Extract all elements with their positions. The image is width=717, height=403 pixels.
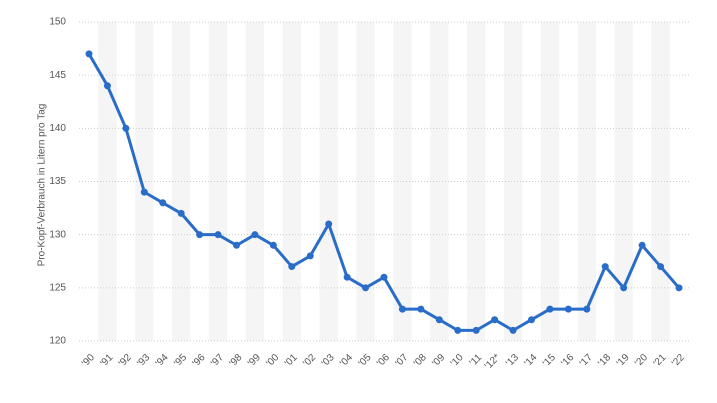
point bbox=[140, 188, 148, 196]
band bbox=[466, 22, 486, 341]
x-tick-label: '97 bbox=[209, 352, 226, 369]
point bbox=[528, 316, 535, 324]
y-tick-label: 150 bbox=[49, 17, 66, 28]
band bbox=[614, 22, 633, 341]
point bbox=[380, 273, 388, 281]
band bbox=[208, 22, 228, 341]
point bbox=[601, 263, 609, 271]
point bbox=[103, 82, 111, 90]
bands bbox=[98, 22, 670, 341]
point bbox=[454, 326, 462, 334]
point bbox=[491, 316, 499, 324]
point bbox=[417, 305, 425, 313]
x-tick-label: '92 bbox=[117, 352, 134, 369]
band bbox=[356, 22, 375, 341]
x-tick-label: '22 bbox=[670, 352, 687, 369]
x-tick-label: '11 bbox=[468, 352, 485, 369]
point bbox=[177, 209, 185, 217]
point bbox=[159, 199, 167, 207]
x-tick-label: '05 bbox=[357, 352, 374, 369]
x-tick-label: '96 bbox=[191, 352, 208, 369]
band bbox=[98, 22, 117, 341]
point bbox=[583, 305, 591, 313]
x-tick-label: '12* bbox=[483, 352, 503, 372]
x-tick-label: '10 bbox=[449, 352, 466, 369]
point bbox=[233, 241, 240, 249]
x-tick-label: '07 bbox=[393, 352, 410, 369]
x-tick-label: '17 bbox=[578, 352, 595, 369]
x-tick-label: '13 bbox=[504, 352, 521, 369]
x-tick-label: '03 bbox=[320, 352, 337, 369]
band bbox=[540, 22, 560, 341]
x-tick-label: '20 bbox=[633, 352, 650, 369]
x-tick-label: '18 bbox=[596, 352, 613, 369]
y-tick-label: 120 bbox=[49, 336, 66, 347]
x-tick-label: '08 bbox=[412, 352, 429, 369]
point bbox=[85, 50, 93, 58]
x-tick-label: '98 bbox=[227, 352, 244, 369]
point bbox=[288, 263, 296, 271]
band bbox=[245, 22, 265, 341]
x-tick-label: '91 bbox=[98, 352, 115, 369]
x-tick-label: '00 bbox=[264, 352, 281, 369]
point bbox=[657, 263, 665, 271]
x-tick-label: '04 bbox=[338, 352, 355, 369]
point bbox=[564, 305, 572, 313]
point bbox=[122, 124, 130, 132]
band bbox=[393, 22, 412, 341]
x-tick-label: '94 bbox=[154, 352, 171, 369]
x-tick-label: '09 bbox=[430, 352, 447, 369]
point bbox=[362, 284, 370, 292]
y-tick-label: 145 bbox=[49, 70, 66, 81]
point bbox=[251, 231, 259, 239]
x-tick-label: '02 bbox=[301, 352, 318, 369]
y-axis-title: Pro-Kopf-Verbrauch in Litern pro Tag bbox=[37, 104, 48, 267]
x-tick-label: '90 bbox=[80, 352, 97, 369]
point bbox=[398, 305, 406, 313]
point bbox=[472, 326, 480, 334]
x-tick-label: '06 bbox=[375, 352, 392, 369]
band bbox=[135, 22, 154, 341]
x-tick-label: '15 bbox=[541, 352, 558, 369]
point bbox=[343, 273, 351, 281]
x-tick-label: '16 bbox=[559, 352, 576, 369]
point bbox=[435, 316, 443, 324]
point bbox=[638, 241, 646, 249]
y-tick-label: 135 bbox=[49, 176, 66, 187]
point bbox=[325, 220, 333, 228]
x-tick-label: '95 bbox=[172, 352, 189, 369]
band bbox=[503, 22, 523, 341]
point bbox=[214, 231, 222, 239]
y-tick-label: 130 bbox=[49, 229, 66, 240]
y-tick-label: 140 bbox=[49, 123, 66, 134]
x-tick-label: '99 bbox=[246, 352, 263, 369]
x-tick-label: '93 bbox=[135, 352, 152, 369]
x-tick-label: '14 bbox=[522, 352, 539, 369]
point bbox=[620, 284, 628, 292]
point bbox=[196, 231, 204, 239]
x-tick-label: '01 bbox=[283, 352, 300, 369]
point bbox=[509, 326, 517, 334]
point bbox=[306, 252, 314, 260]
point bbox=[546, 305, 554, 313]
point bbox=[675, 284, 683, 292]
x-tick-label: '19 bbox=[615, 352, 632, 369]
x-tick-label: '21 bbox=[652, 352, 669, 369]
y-tick-label: 125 bbox=[49, 282, 66, 293]
point bbox=[269, 241, 277, 249]
